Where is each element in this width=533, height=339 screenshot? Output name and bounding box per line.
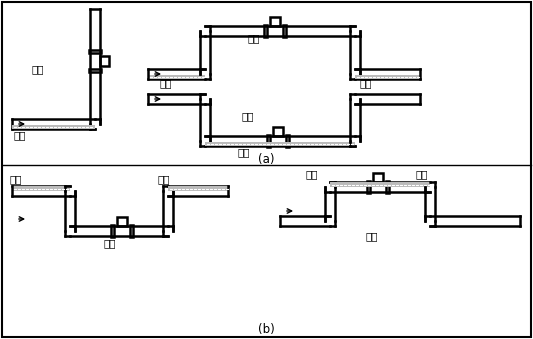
Text: 气泡: 气泡 <box>10 174 22 184</box>
Text: (a): (a) <box>258 153 274 166</box>
Bar <box>168 186 228 191</box>
Text: 错误: 错误 <box>365 231 377 241</box>
Bar <box>117 217 127 226</box>
Bar <box>148 75 205 79</box>
Text: 气泡: 气泡 <box>158 174 171 184</box>
Text: 气泡: 气泡 <box>415 169 427 179</box>
Bar <box>273 127 283 136</box>
Text: 液体: 液体 <box>360 78 373 88</box>
Bar <box>130 225 133 237</box>
Bar <box>373 173 383 182</box>
Text: 气泡: 气泡 <box>305 169 318 179</box>
Text: 液体: 液体 <box>238 147 251 157</box>
Bar <box>330 182 430 187</box>
Bar <box>88 50 101 53</box>
Bar <box>264 25 267 37</box>
Bar <box>386 181 389 193</box>
Text: 错误: 错误 <box>242 111 254 121</box>
Text: 正确: 正确 <box>248 33 261 43</box>
Bar <box>88 69 101 72</box>
Bar <box>12 186 70 191</box>
Bar <box>355 75 420 79</box>
Text: 液体: 液体 <box>160 78 173 88</box>
Bar <box>205 142 355 146</box>
Text: (b): (b) <box>257 323 274 336</box>
Text: 液体: 液体 <box>14 130 27 140</box>
Bar <box>267 135 270 147</box>
Bar <box>270 17 280 26</box>
Bar <box>286 135 289 147</box>
Bar <box>283 25 286 37</box>
Bar <box>12 125 95 129</box>
Text: 正确: 正确 <box>32 64 44 74</box>
Bar <box>367 181 370 193</box>
Text: 正确: 正确 <box>103 238 116 248</box>
Bar <box>111 225 114 237</box>
Bar <box>100 56 109 66</box>
